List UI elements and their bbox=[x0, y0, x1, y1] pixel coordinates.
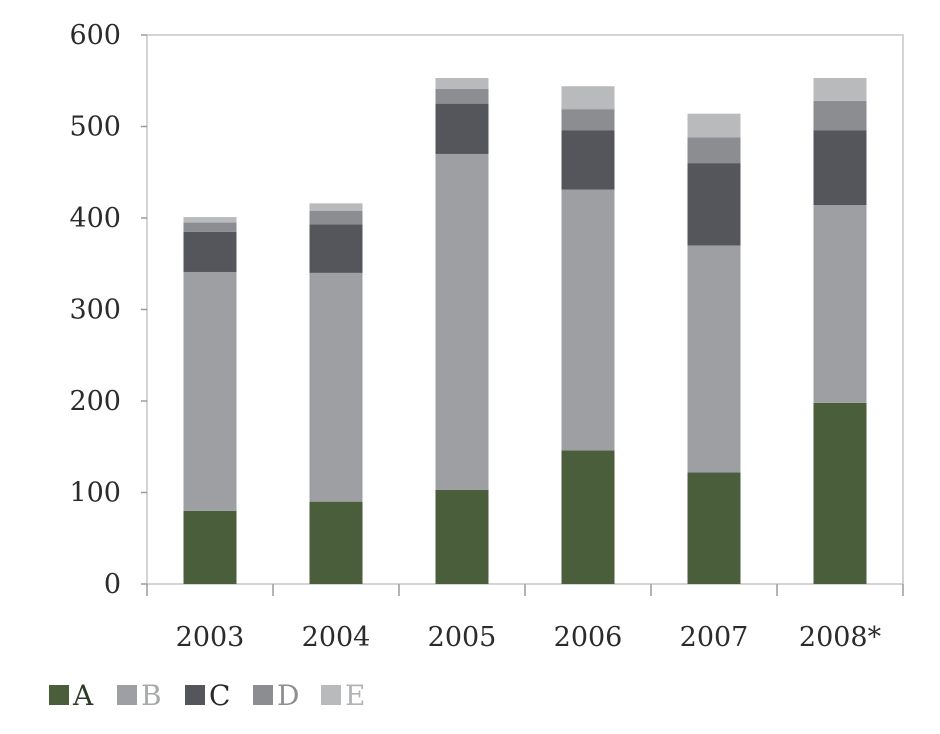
bar-2003-series-A bbox=[183, 510, 237, 584]
bar-2005-series-E bbox=[435, 78, 489, 89]
legend-swatch-E bbox=[321, 685, 341, 705]
legend-label-B: B bbox=[141, 679, 162, 712]
bar-2007-series-E bbox=[687, 113, 741, 138]
bar-2003-series-B bbox=[183, 271, 237, 511]
bar-2007-series-B bbox=[687, 245, 741, 473]
bar-2005-series-D bbox=[435, 88, 489, 104]
y-tick-label: 200 bbox=[69, 386, 121, 417]
bar-2008-series-A bbox=[813, 402, 867, 584]
y-tick-label: 500 bbox=[69, 112, 121, 143]
y-tick-label: 600 bbox=[69, 20, 121, 51]
bar-2007-series-C bbox=[687, 163, 741, 246]
bar-2007-series-A bbox=[687, 472, 741, 584]
bar-2003-series-C bbox=[183, 231, 237, 272]
legend-label-C: C bbox=[209, 679, 230, 712]
y-tick-label: 300 bbox=[69, 295, 121, 326]
x-axis: 2003 2004 2005 2006 2007 2008* bbox=[146, 584, 904, 653]
legend-swatch-D bbox=[253, 685, 273, 705]
bar-2003-series-E bbox=[183, 217, 237, 223]
legend-label-E: E bbox=[345, 679, 365, 712]
bar-2006-series-A bbox=[561, 450, 615, 584]
x-tick-label: 2008* bbox=[799, 622, 882, 653]
legend: A B C D E bbox=[49, 679, 365, 712]
bar-2006-series-B bbox=[561, 189, 615, 451]
x-tick-label: 2005 bbox=[428, 622, 497, 653]
x-tick-label: 2004 bbox=[302, 622, 371, 653]
bar-2004-series-A bbox=[309, 501, 363, 584]
bar-2006-series-E bbox=[561, 86, 615, 110]
y-tick-label: 100 bbox=[69, 478, 121, 509]
x-tick-label: 2006 bbox=[554, 622, 623, 653]
bar-2003-series-D bbox=[183, 222, 237, 232]
bar-2006-series-C bbox=[561, 130, 615, 190]
legend-label-A: A bbox=[72, 679, 94, 712]
bar-2004-series-B bbox=[309, 272, 363, 502]
bar-2005-series-B bbox=[435, 153, 489, 490]
bar-2004-series-C bbox=[309, 224, 363, 273]
x-tick-label: 2003 bbox=[176, 622, 245, 653]
y-tick-label: 400 bbox=[69, 203, 121, 234]
bar-2008-series-E bbox=[813, 78, 867, 101]
legend-label-D: D bbox=[277, 679, 299, 712]
bar-2004-series-E bbox=[309, 203, 363, 211]
legend-swatch-C bbox=[185, 685, 205, 705]
bar-2005-series-C bbox=[435, 103, 489, 154]
y-axis: 0 100 200 300 400 500 600 bbox=[69, 20, 147, 600]
bar-2008-series-C bbox=[813, 130, 867, 206]
bar-2008-series-B bbox=[813, 205, 867, 403]
bar-2007-series-D bbox=[687, 137, 741, 164]
plot-area-frame bbox=[146, 34, 904, 585]
bars-group bbox=[183, 78, 867, 584]
bar-2006-series-D bbox=[561, 109, 615, 131]
bar-2008-series-D bbox=[813, 100, 867, 131]
bar-2004-series-D bbox=[309, 210, 363, 225]
legend-swatch-A bbox=[49, 685, 69, 705]
bar-2005-series-A bbox=[435, 489, 489, 584]
x-tick-label: 2007 bbox=[680, 622, 749, 653]
y-tick-label: 0 bbox=[104, 569, 121, 600]
legend-swatch-B bbox=[117, 685, 137, 705]
